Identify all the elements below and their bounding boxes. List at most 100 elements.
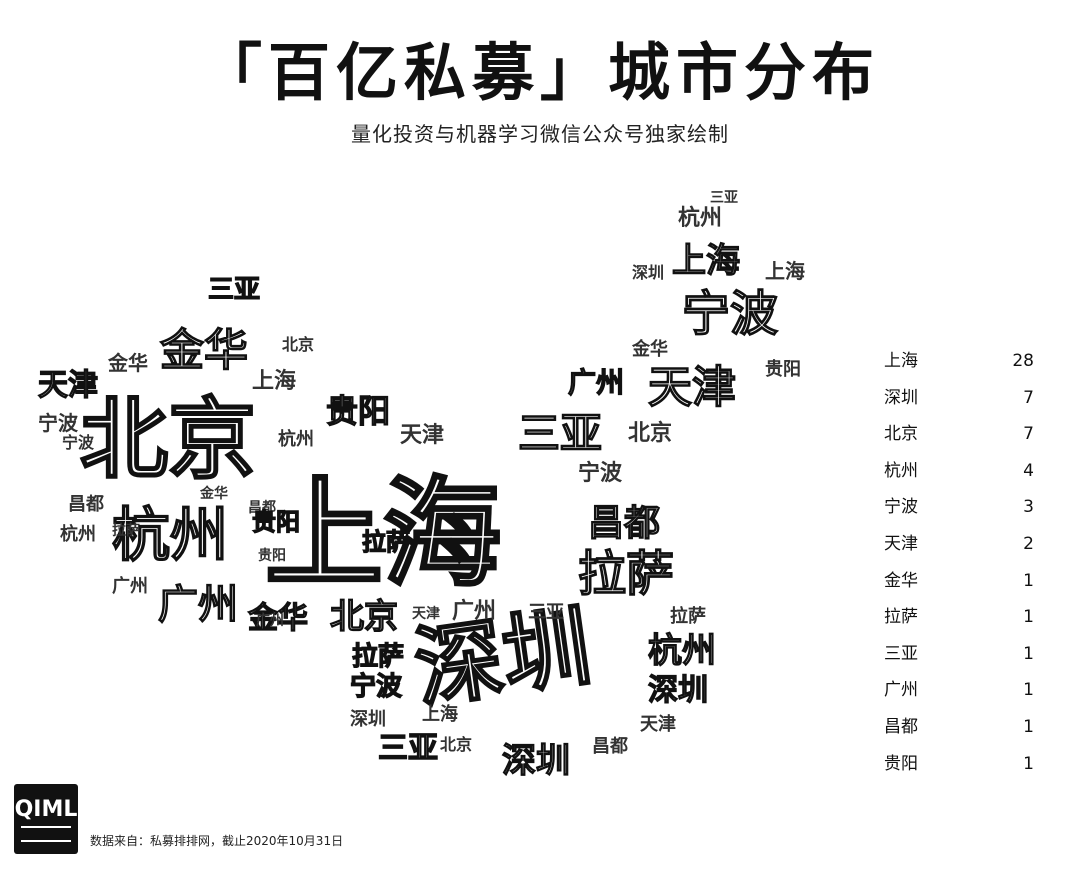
word-cloud-word: 上海 [252, 368, 296, 394]
word-cloud-word: 深圳 [350, 708, 386, 730]
legend-table: 上海 28 深圳 7 北京 7 杭州 4 宁波 3 天津 2 金华 1 拉萨 1 三亚 1 广州 1 昌都 1 贵阳 1 [884, 346, 1034, 785]
word-cloud-word: 深圳 [409, 594, 598, 720]
word-cloud-word: 杭州 [278, 428, 314, 450]
legend-count: 28 [1012, 351, 1034, 371]
word-cloud-word: 昌都 [588, 503, 660, 544]
word-cloud-word: 拉萨 [362, 528, 410, 556]
legend-row: 三亚 1 [884, 639, 1034, 676]
word-cloud-word: 上海 [422, 703, 458, 725]
legend-count: 1 [1023, 680, 1034, 701]
legend-city: 杭州 [884, 460, 918, 481]
word-cloud-word: 三亚 [710, 190, 738, 206]
legend-row: 贵阳 1 [884, 749, 1034, 786]
legend-city: 昌都 [884, 716, 918, 737]
legend-row: 天津 2 [884, 529, 1034, 566]
word-cloud-word: 宁波 [350, 671, 403, 702]
word-cloud-word: 金华 [107, 351, 148, 375]
legend-city: 宁波 [884, 497, 918, 518]
legend-count: 2 [1023, 533, 1034, 554]
legend-count: 1 [1023, 716, 1034, 737]
legend-city: 拉萨 [884, 607, 918, 628]
word-cloud-word: 宁波 [38, 411, 79, 435]
legend-row: 昌都 1 [884, 712, 1034, 749]
chart-subtitle: 量化投资与机器学习微信公众号独家绘制 [351, 122, 729, 146]
word-cloud-word: 金华 [247, 601, 308, 636]
word-cloud-svg: 上海深圳北京杭州宁波天津金华拉萨三亚广州昌都贵阳上海上海上海上海深圳深圳深圳深圳… [37, 190, 805, 782]
word-cloud-word: 深圳 [502, 741, 570, 781]
word-cloud-word: 杭州 [678, 205, 722, 231]
word-cloud-word: 三亚 [518, 409, 602, 458]
word-cloud-word: 上海 [265, 465, 501, 603]
word-cloud-word: 北京 [80, 388, 256, 491]
word-cloud-word: 广州 [158, 582, 238, 628]
legend-count: 3 [1023, 497, 1034, 518]
legend-city: 上海 [884, 351, 918, 371]
word-cloud-word: 广州 [256, 612, 284, 629]
legend-count: 1 [1023, 607, 1034, 628]
word-cloud-word: 上海 [765, 259, 805, 283]
legend-count: 1 [1023, 753, 1034, 774]
word-cloud-word: 贵阳 [252, 508, 300, 536]
word-cloud-word: 昌都 [68, 494, 104, 515]
legend-city: 深圳 [884, 387, 918, 408]
legend-row: 北京 7 [884, 419, 1034, 456]
legend-row: 杭州 4 [884, 456, 1034, 493]
word-cloud-word: 北京 [440, 735, 472, 754]
logo-mark: QIML [14, 796, 78, 822]
legend-city: 天津 [884, 533, 918, 554]
word-cloud-word: 广州 [452, 598, 496, 624]
word-cloud-word: 宁波 [578, 460, 623, 486]
word-cloud-word: 三亚 [378, 731, 438, 766]
word-cloud-word: 金华 [159, 325, 248, 376]
word-cloud-word: 杭州 [648, 631, 716, 671]
word-cloud-word: 天津 [412, 605, 440, 622]
word-cloud-word: 天津 [400, 422, 444, 448]
word-cloud-word: 深圳 [648, 673, 708, 708]
word-cloud-word: 金华 [199, 485, 228, 502]
legend-row: 宁波 3 [884, 492, 1034, 529]
word-cloud-word: 天津 [640, 713, 676, 735]
legend-city: 贵阳 [884, 753, 918, 774]
word-cloud-word: 贵阳 [326, 392, 390, 430]
chart-title: 「百亿私募」城市分布 [199, 36, 880, 109]
word-cloud-word: 天津 [38, 368, 98, 403]
legend-row: 广州 1 [884, 675, 1034, 712]
word-cloud-word: 天津 [648, 362, 736, 413]
word-cloud-word: 金华 [631, 338, 668, 360]
legend-row: 深圳 7 [884, 383, 1034, 420]
legend-city: 三亚 [884, 643, 918, 664]
word-cloud-word: 广州 [568, 366, 624, 399]
legend-city: 金华 [884, 570, 918, 591]
word-cloud: 上海 深圳 北京 杭州 宁波 天津 金华 拉萨 三亚 广州 昌都 贵阳 上海 上海 上海 上海 深圳 深圳 深圳 深圳… [20, 180, 880, 810]
legend-row: 上海 28 [884, 346, 1034, 383]
legend-count: 1 [1023, 570, 1034, 591]
word-cloud-word: 深圳 [632, 263, 664, 282]
word-cloud-word: 贵阳 [258, 547, 286, 564]
word-cloud-word: 上海 [672, 241, 740, 281]
word-cloud-word: 拉萨 [352, 641, 404, 672]
word-cloud-word: 北京 [330, 597, 398, 637]
word-cloud-word: 三亚 [208, 275, 260, 305]
word-cloud-word: 昌都 [248, 500, 276, 516]
word-cloud-word: 广州 [112, 575, 148, 597]
word-cloud-word: 宁波 [62, 433, 95, 452]
word-cloud-word: 杭州 [60, 523, 96, 545]
word-cloud-word: 拉萨 [670, 605, 706, 627]
word-cloud-word: 宁波 [682, 286, 778, 342]
legend-city: 广州 [884, 680, 918, 701]
word-cloud-word: 拉萨 [578, 546, 674, 602]
word-cloud-word: 杭州 [112, 501, 228, 569]
word-cloud-word: 贵阳 [765, 359, 801, 380]
legend-city: 北京 [884, 424, 918, 445]
word-cloud-word: 北京 [282, 335, 314, 354]
legend-row: 金华 1 [884, 566, 1034, 603]
logo-bars [21, 825, 71, 842]
qiml-logo: QIML [14, 784, 78, 854]
legend-count: 7 [1023, 387, 1034, 408]
word-cloud-word: 拉萨 [112, 522, 140, 539]
word-cloud-word: 北京 [628, 420, 672, 446]
legend-count: 4 [1023, 460, 1034, 481]
data-source-note: 数据来自：私募排排网，截止2020年10月31日 [90, 834, 344, 848]
legend-row: 拉萨 1 [884, 602, 1034, 639]
word-cloud-word: 三亚 [528, 602, 564, 623]
